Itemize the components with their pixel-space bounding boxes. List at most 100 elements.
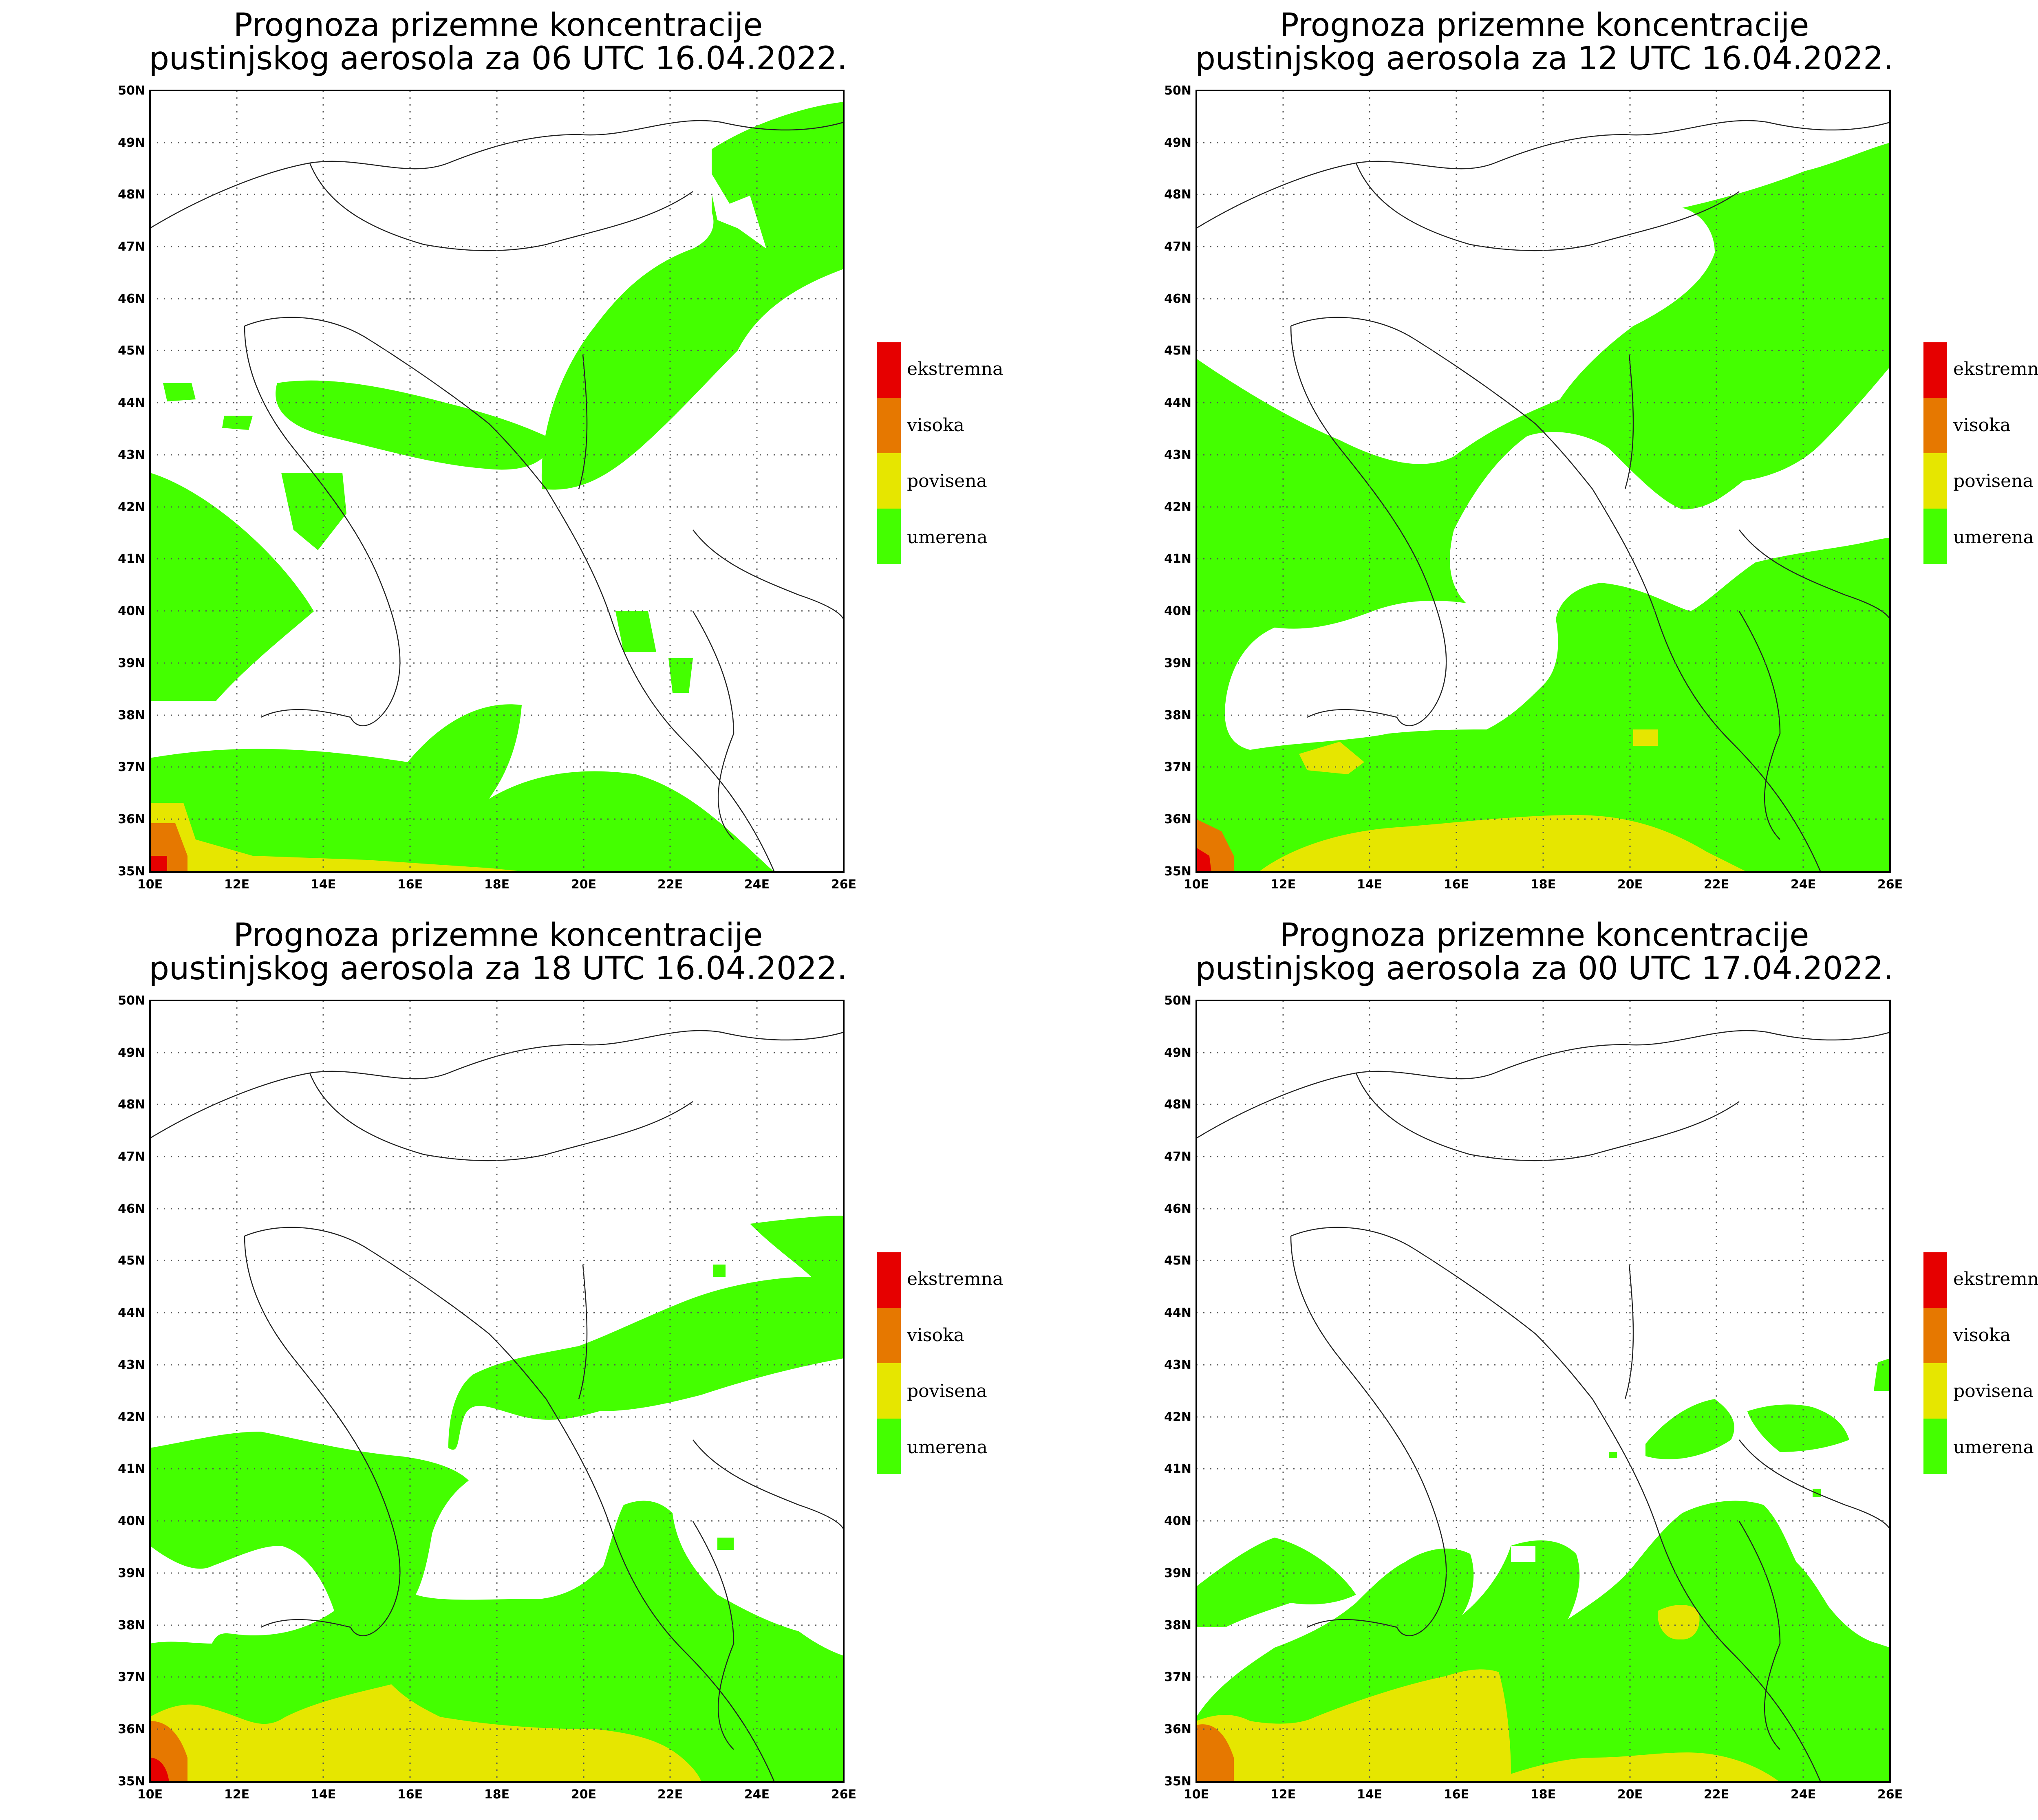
panel-title-line1: Prognoza prizemne koncentracije: [234, 917, 763, 954]
map-frame: [1195, 1000, 1891, 1783]
map-area: 50N 49N 48N 47N 46N 45N 44N 43N 42N 41N …: [1164, 84, 1903, 892]
x-axis: 10E 12E 14E 16E 18E 20E 22E 24E 26E: [137, 1787, 856, 1802]
y-tick-label: 37N: [1164, 1670, 1191, 1684]
y-tick-label: 47N: [118, 240, 145, 254]
y-tick-label: 43N: [118, 1358, 145, 1372]
map-frame: [149, 90, 845, 873]
y-axis: 50N 49N 48N 47N 46N 45N 44N 43N 42N 41N …: [118, 994, 145, 1789]
legend-label-ekstremna: ekstremna: [907, 1269, 1003, 1289]
x-tick-label: 12E: [224, 877, 249, 892]
y-tick-label: 46N: [1164, 292, 1191, 306]
y-tick-label: 41N: [118, 552, 145, 566]
y-tick-label: 42N: [118, 1410, 145, 1424]
y-tick-label: 40N: [1164, 1514, 1191, 1528]
y-tick-label: 41N: [1164, 1462, 1191, 1476]
x-tick-label: 22E: [657, 1787, 683, 1802]
x-axis: 10E 12E 14E 16E 18E 20E 22E 24E 26E: [1184, 877, 1903, 892]
y-tick-label: 44N: [1164, 1306, 1191, 1320]
map-panel-00utc: Prognoza prizemne koncentracije pustinjs…: [1046, 910, 2038, 1820]
legend-swatch-povisena: [1923, 1363, 1947, 1419]
y-tick-label: 42N: [1164, 500, 1191, 514]
y-tick-label: 45N: [1164, 344, 1191, 358]
panel-svg: Prognoza prizemne koncentracije pustinjs…: [1164, 917, 2038, 1802]
y-tick-label: 48N: [1164, 1097, 1191, 1112]
field-umerena: [150, 102, 844, 872]
panel-title-line2: pustinjskog aerosola za 06 UTC 16.04.202…: [149, 40, 847, 77]
legend-swatch-visoka: [1923, 398, 1947, 453]
field-povisena: [150, 803, 530, 872]
legend-swatch-umerena: [1923, 1419, 1947, 1474]
x-tick-label: 20E: [1617, 877, 1643, 892]
x-tick-label: 26E: [1877, 1787, 1903, 1802]
legend-label-ekstremna: ekstremna: [1953, 1269, 2038, 1289]
legend-swatch-ekstremna: [877, 1252, 901, 1308]
x-tick-label: 18E: [1531, 877, 1556, 892]
field-white-hole: [150, 1546, 334, 1644]
y-tick-label: 46N: [118, 1202, 145, 1216]
y-tick-label: 50N: [1164, 994, 1191, 1008]
x-tick-label: 16E: [1444, 1787, 1469, 1802]
panel-svg: Prognoza prizemne koncentracije pustinjs…: [118, 917, 1003, 1802]
x-tick-label: 18E: [484, 1787, 510, 1802]
gridlines: [1196, 90, 1890, 872]
legend-swatch-umerena: [877, 1419, 901, 1474]
x-tick-label: 18E: [1531, 1787, 1556, 1802]
legend-label-umerena: umerena: [907, 527, 988, 548]
legend: ekstremna visoka povisena umerena: [1923, 1252, 2038, 1474]
y-tick-label: 49N: [1164, 1046, 1191, 1060]
legend: ekstremna visoka povisena umerena: [877, 1252, 1003, 1474]
x-tick-label: 14E: [311, 1787, 336, 1802]
y-tick-label: 44N: [118, 1306, 145, 1320]
legend-label-ekstremna: ekstremna: [1953, 359, 2038, 379]
x-tick-label: 12E: [224, 1787, 249, 1802]
y-tick-label: 45N: [118, 1254, 145, 1268]
y-tick-label: 47N: [1164, 240, 1191, 254]
field-umerena: [1196, 143, 1890, 872]
y-axis: 50N 49N 48N 47N 46N 45N 44N 43N 42N 41N …: [1164, 994, 1191, 1789]
x-tick-label: 14E: [1357, 1787, 1382, 1802]
gridlines: [150, 1000, 844, 1782]
legend-label-povisena: povisena: [1953, 471, 2034, 491]
x-tick-label: 22E: [1704, 877, 1729, 892]
legend-label-visoka: visoka: [907, 415, 964, 436]
y-tick-label: 36N: [118, 812, 145, 826]
y-tick-label: 39N: [1164, 656, 1191, 670]
gridlines: [150, 90, 844, 872]
y-tick-label: 35N: [118, 1774, 145, 1789]
legend-label-povisena: povisena: [907, 1381, 987, 1401]
panel-title-line1: Prognoza prizemne koncentracije: [1280, 7, 1809, 44]
y-tick-label: 40N: [118, 604, 145, 618]
y-tick-label: 50N: [118, 84, 145, 98]
y-tick-label: 48N: [118, 187, 145, 202]
legend: ekstremna visoka povisena umerena: [877, 342, 1003, 564]
legend-label-umerena: umerena: [1953, 1437, 2034, 1458]
x-tick-label: 24E: [1791, 1787, 1816, 1802]
panel-title-line2: pustinjskog aerosola za 00 UTC 17.04.202…: [1195, 950, 1894, 987]
legend-swatch-visoka: [877, 1308, 901, 1363]
panel-title-line1: Prognoza prizemne koncentracije: [234, 7, 763, 44]
y-tick-label: 38N: [118, 1618, 145, 1633]
x-tick-label: 12E: [1270, 877, 1296, 892]
y-tick-label: 43N: [1164, 448, 1191, 462]
field-umerena: [150, 1216, 844, 1782]
legend-swatch-ekstremna: [877, 342, 901, 398]
legend: ekstremna visoka povisena umerena: [1923, 342, 2038, 564]
legend-label-umerena: umerena: [907, 1437, 988, 1458]
field-ekstremna: [150, 856, 167, 872]
legend-label-ekstremna: ekstremna: [907, 359, 1003, 379]
panel-title-line2: pustinjskog aerosola za 18 UTC 16.04.202…: [149, 950, 847, 987]
legend-swatch-ekstremna: [1923, 342, 1947, 398]
field-ekstremna: [150, 1758, 169, 1782]
map-frame: [149, 1000, 845, 1783]
y-tick-label: 49N: [118, 1046, 145, 1060]
x-tick-label: 14E: [1357, 877, 1382, 892]
legend-swatch-povisena: [1923, 453, 1947, 509]
y-tick-label: 37N: [1164, 760, 1191, 774]
y-tick-label: 49N: [1164, 136, 1191, 150]
legend-label-povisena: povisena: [907, 471, 987, 491]
x-tick-label: 24E: [1791, 877, 1816, 892]
map-area: 50N 49N 48N 47N 46N 45N 44N 43N 42N 41N …: [118, 994, 856, 1802]
y-tick-label: 40N: [118, 1514, 145, 1528]
y-tick-label: 49N: [118, 136, 145, 150]
map-panel-06utc: Prognoza prizemne koncentracije pustinjs…: [0, 0, 1046, 910]
